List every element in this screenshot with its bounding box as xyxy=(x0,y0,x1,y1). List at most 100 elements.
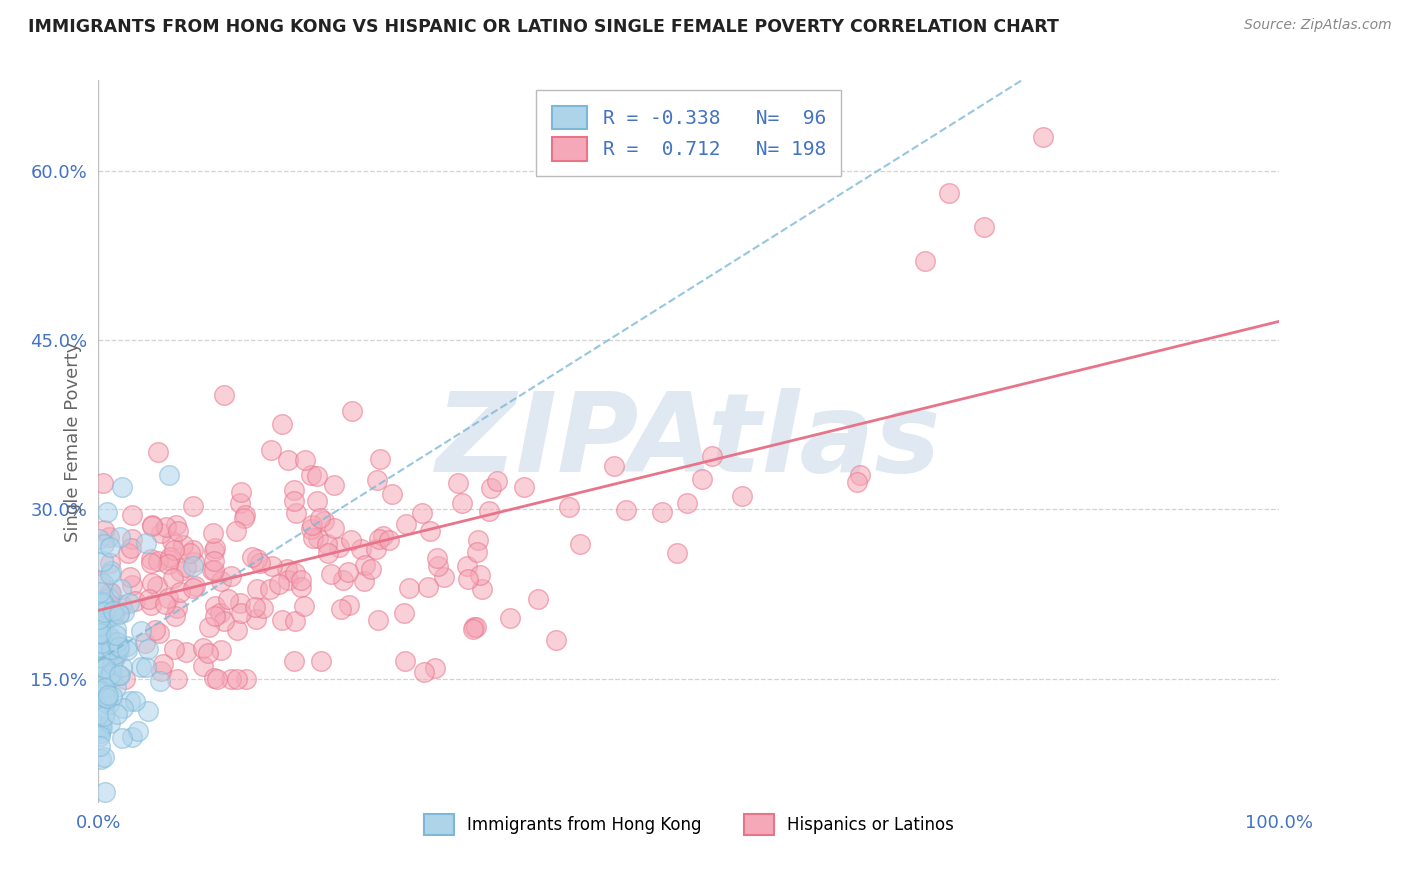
Point xyxy=(368,532,391,546)
Point xyxy=(100,665,122,679)
Point xyxy=(197,646,219,660)
Point xyxy=(139,552,162,566)
Point xyxy=(89,739,111,754)
Point xyxy=(91,554,114,568)
Point xyxy=(108,643,131,657)
Point xyxy=(229,606,252,620)
Point xyxy=(314,514,336,528)
Point xyxy=(700,450,723,464)
Point xyxy=(108,667,131,681)
Point xyxy=(145,579,167,593)
Point xyxy=(366,473,388,487)
Point xyxy=(104,622,127,636)
Text: ZIPAtlas: ZIPAtlas xyxy=(436,388,942,495)
Point xyxy=(111,480,134,494)
Point xyxy=(172,538,194,552)
Point xyxy=(479,481,502,495)
Point xyxy=(209,574,232,589)
Point xyxy=(90,611,112,625)
Point xyxy=(124,694,146,708)
Point xyxy=(90,626,112,640)
Point xyxy=(115,640,138,654)
Point xyxy=(337,565,360,579)
Point xyxy=(104,681,127,695)
Point xyxy=(329,602,352,616)
Point xyxy=(135,659,157,673)
Point xyxy=(339,599,361,613)
Point xyxy=(118,596,141,610)
Point xyxy=(191,658,214,673)
Point xyxy=(129,660,152,674)
Point xyxy=(111,731,134,745)
Point xyxy=(183,579,205,593)
Point xyxy=(665,546,688,560)
Point xyxy=(283,494,305,508)
Point xyxy=(229,496,252,510)
Point xyxy=(97,669,120,683)
Point xyxy=(395,516,418,531)
Point xyxy=(245,612,267,626)
Point xyxy=(243,600,266,615)
Point xyxy=(104,647,127,661)
Point xyxy=(120,541,142,555)
Point xyxy=(197,620,219,634)
Point xyxy=(105,628,128,642)
Point xyxy=(87,683,110,698)
Point xyxy=(309,654,332,668)
Y-axis label: Single Female Poverty: Single Female Poverty xyxy=(63,342,82,541)
Point xyxy=(204,609,226,624)
Point xyxy=(301,517,323,532)
Point xyxy=(108,639,131,653)
Point xyxy=(233,508,256,523)
Point xyxy=(208,606,231,620)
Point xyxy=(120,570,142,584)
Point xyxy=(179,546,201,560)
Point xyxy=(283,483,305,497)
Point xyxy=(513,480,536,494)
Point xyxy=(89,532,111,546)
Point xyxy=(149,674,172,689)
Point xyxy=(117,546,139,560)
Point xyxy=(98,567,121,582)
Point xyxy=(112,701,135,715)
Point xyxy=(309,511,332,525)
Point xyxy=(90,752,112,766)
Point xyxy=(284,614,307,628)
Point xyxy=(103,607,125,621)
Point xyxy=(108,606,131,620)
Point xyxy=(162,642,184,657)
Point xyxy=(290,580,312,594)
Point xyxy=(465,620,488,634)
Point xyxy=(89,619,111,633)
Point xyxy=(90,617,112,632)
Point xyxy=(350,541,373,556)
Point xyxy=(91,475,114,490)
Point xyxy=(270,613,292,627)
Point xyxy=(568,537,591,551)
Point xyxy=(221,672,243,686)
Point xyxy=(202,671,225,685)
Point xyxy=(209,643,232,657)
Point xyxy=(321,567,343,582)
Point xyxy=(141,576,163,591)
Point xyxy=(202,563,225,577)
Point xyxy=(316,546,339,560)
Point xyxy=(87,698,110,713)
Point xyxy=(127,724,149,739)
Point xyxy=(96,505,118,519)
Point xyxy=(143,623,166,637)
Point xyxy=(394,654,416,668)
Point xyxy=(155,520,177,534)
Point xyxy=(93,661,115,675)
Point xyxy=(165,518,187,533)
Point xyxy=(316,537,339,551)
Point xyxy=(91,660,114,674)
Point xyxy=(340,404,363,418)
Point xyxy=(260,559,283,574)
Point xyxy=(423,661,446,675)
Point xyxy=(89,650,111,665)
Legend: Immigrants from Hong Kong, Hispanics or Latinos: Immigrants from Hong Kong, Hispanics or … xyxy=(418,808,960,841)
Point xyxy=(307,469,329,483)
Point xyxy=(378,533,401,548)
Point xyxy=(148,444,170,458)
